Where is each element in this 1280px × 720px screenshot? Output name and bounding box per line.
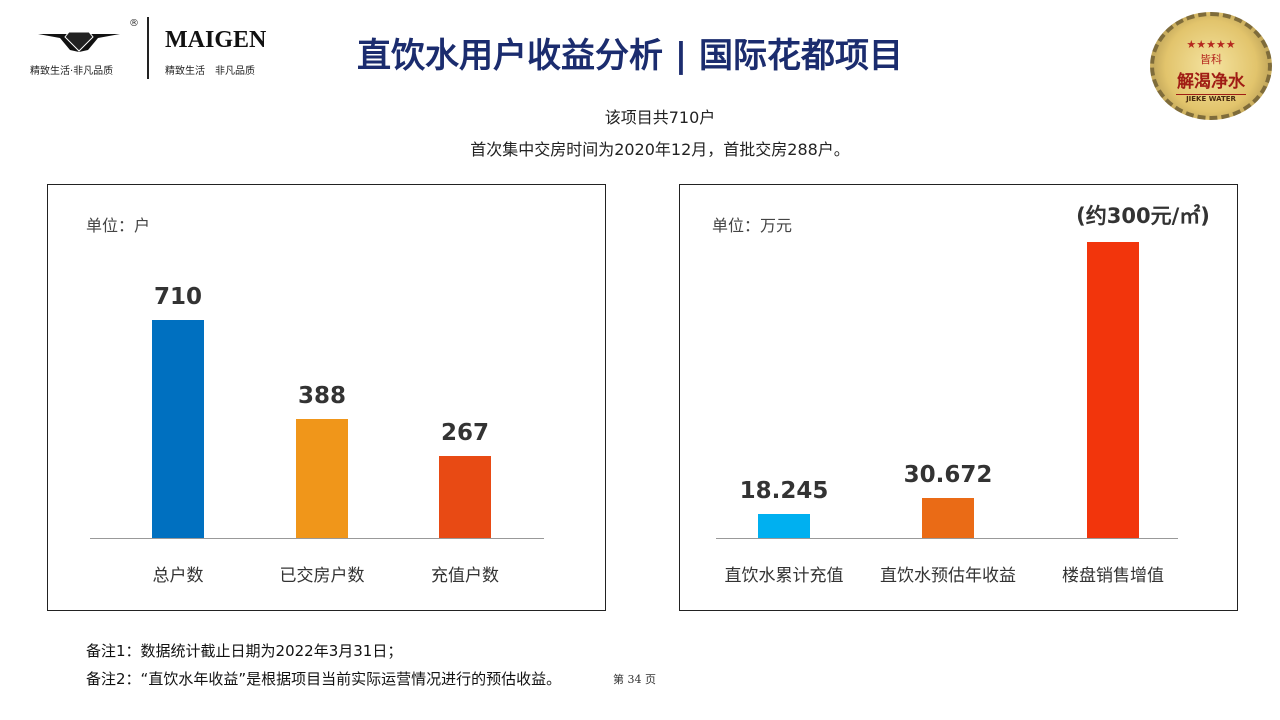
category-label: 总户数: [152, 566, 204, 586]
brand-slogan: 精致生活 非凡品质: [165, 66, 255, 77]
brand-name: MAIGEN: [165, 27, 267, 53]
page-number: 第 34 页: [613, 673, 656, 686]
households-x-axis: [90, 538, 544, 539]
category-label: 楼盘销售增值: [1062, 566, 1164, 586]
registered-mark: ®: [129, 18, 139, 29]
logo-emblem-icon: [38, 30, 120, 52]
bar-revenue-0: [758, 514, 810, 538]
logo-slogan: 精致生活·非凡品质: [30, 66, 114, 77]
bar-value-label: (约300元/㎡): [1076, 204, 1210, 228]
bar-value-label: 30.672: [903, 462, 993, 489]
seal-main-text: 解渴净水: [1177, 72, 1245, 92]
bar-revenue-1: [922, 498, 974, 538]
category-label: 充值户数: [431, 566, 499, 586]
note-1: 备注1：数据统计截止日期为2022年3月31日；: [86, 642, 403, 660]
jieke-water-seal-logo: ★★★★★ 皆科 解渴净水 JIEKE WATER: [1150, 12, 1272, 120]
summary-line-1: 该项目共710户: [604, 108, 716, 127]
logo-divider: [147, 17, 149, 79]
revenue-x-axis: [716, 538, 1178, 539]
bar-value-label: 267: [440, 419, 489, 446]
bar-revenue-2: [1087, 242, 1139, 538]
note-2: 备注2：“直饮水年收益”是根据项目当前实际运营情况进行的预估收益。: [86, 670, 562, 688]
category-label: 已交房户数: [279, 566, 365, 586]
seal-top-text: 皆科: [1200, 53, 1222, 66]
bar-value-label: 18.245: [739, 478, 829, 505]
households-chart-panel: [47, 184, 606, 611]
summary-line-2: 首次集中交房时间为2020年12月，首批交房288户。: [470, 140, 850, 159]
households-unit-label: 单位：户: [86, 216, 151, 235]
page-title: 直饮水用户收益分析 | 国际花都项目: [356, 36, 904, 76]
bar-households-1: [296, 418, 348, 538]
bar-value-label: 388: [297, 382, 346, 409]
bar-households-2: [439, 455, 491, 538]
bar-households-0: [152, 319, 204, 538]
category-label: 直饮水预估年收益: [880, 566, 1016, 586]
revenue-chart-panel: [679, 184, 1238, 611]
revenue-unit-label: 单位：万元: [712, 216, 793, 235]
bar-value-label: 710: [153, 283, 202, 310]
seal-bottom-text: JIEKE WATER: [1176, 94, 1246, 103]
category-label: 直饮水累计充值: [724, 566, 844, 586]
